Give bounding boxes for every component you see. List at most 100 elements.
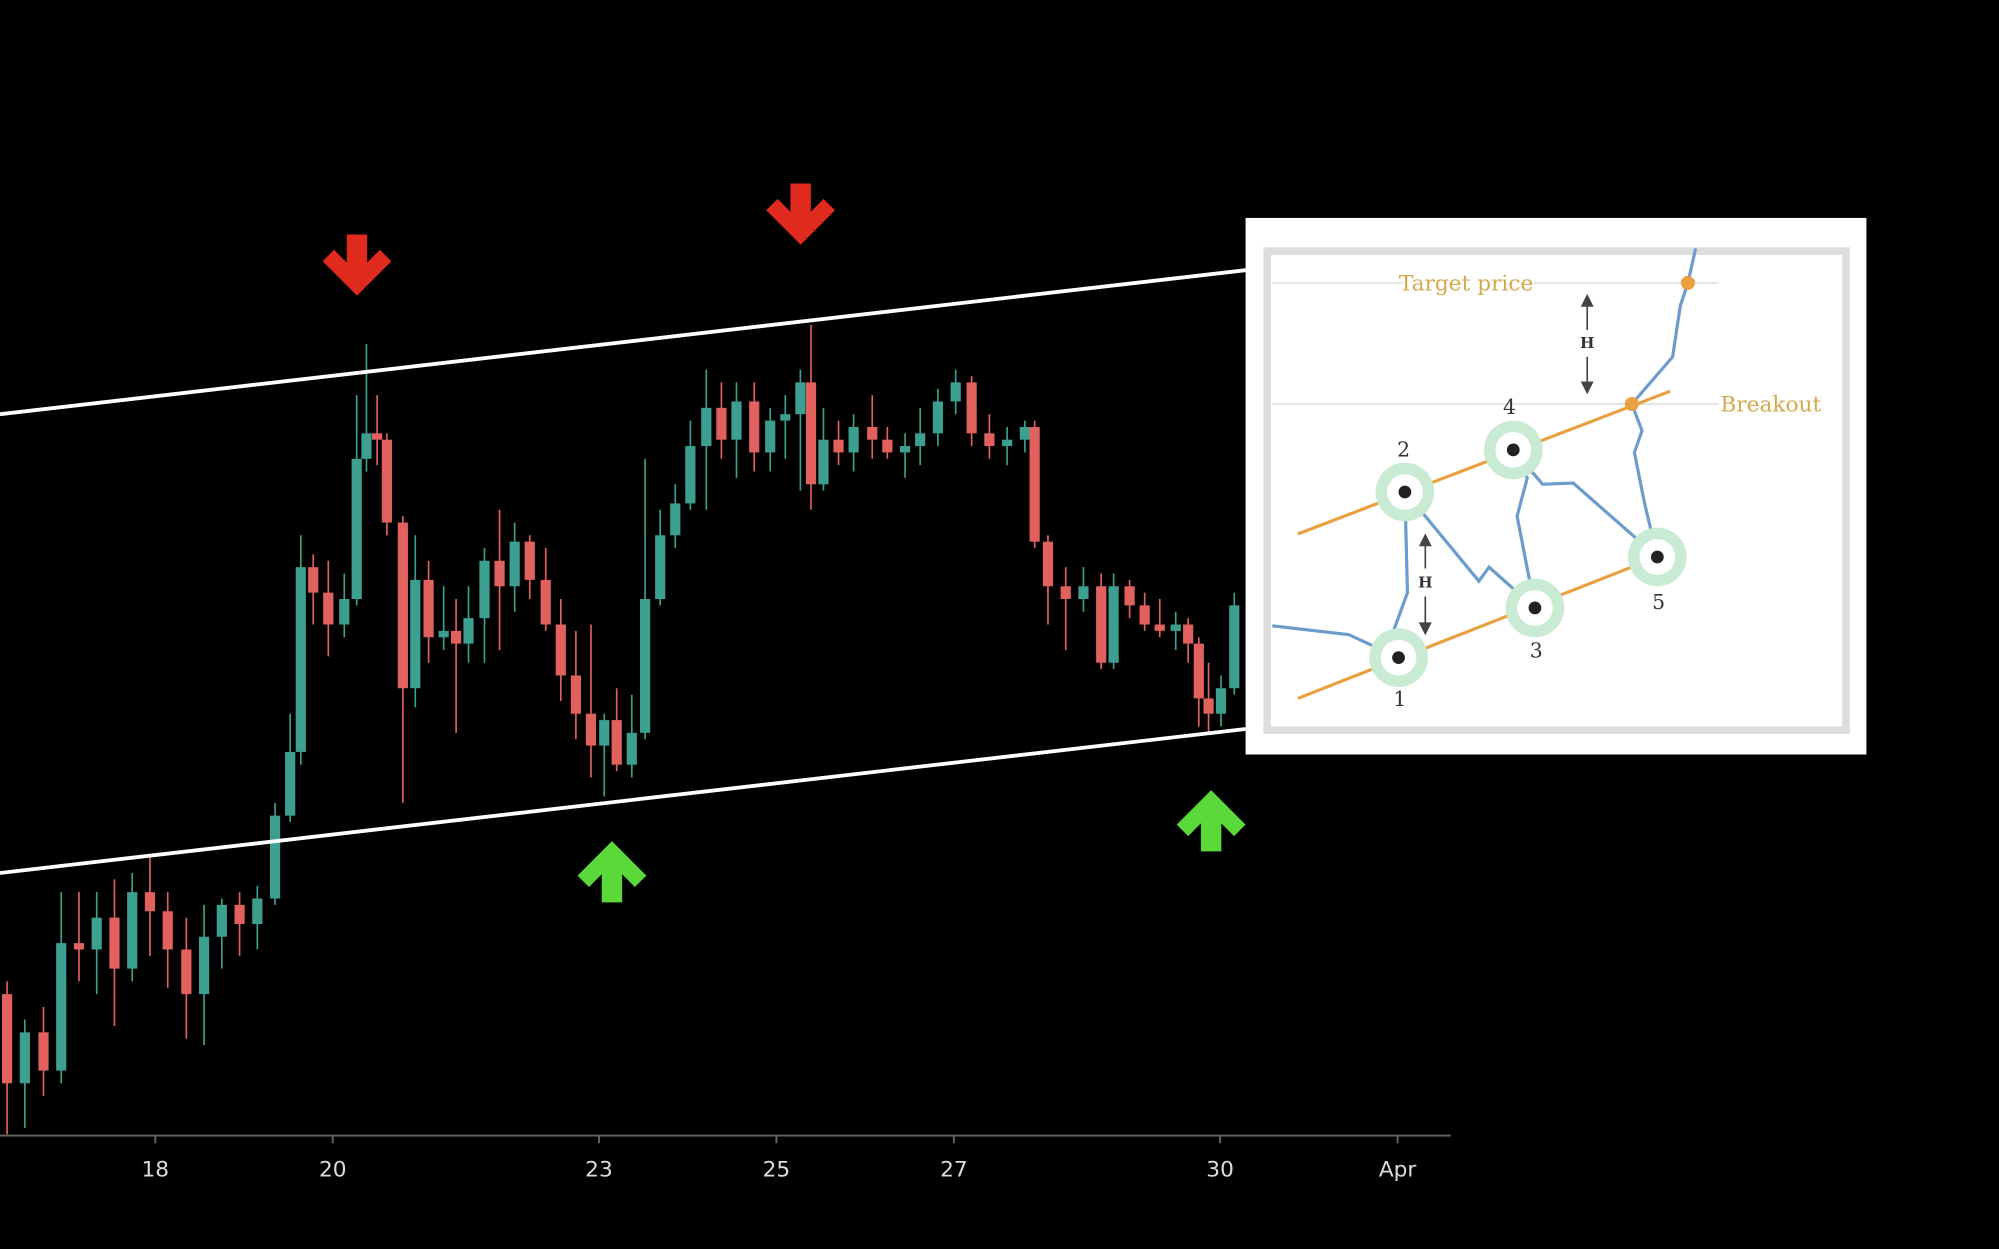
point	[1398, 485, 1412, 499]
x-tick-label: 27	[940, 1157, 968, 1182]
candle-body	[91, 917, 102, 950]
candle-body	[805, 382, 817, 485]
h-arrowhead	[1580, 293, 1594, 307]
height-label: H	[1418, 574, 1432, 592]
up-arrow	[577, 841, 647, 903]
h-arrowhead	[1418, 533, 1432, 547]
candle-body	[1193, 643, 1204, 699]
candle-body	[1229, 605, 1240, 689]
candle-body	[585, 713, 597, 746]
candle-body	[438, 630, 449, 638]
candle-body	[915, 433, 926, 447]
candle-body	[626, 732, 637, 765]
point	[1506, 443, 1520, 457]
down-arrow	[766, 183, 836, 245]
x-tick-label: Apr	[1379, 1157, 1417, 1182]
down-arrow	[322, 234, 392, 296]
target-label: Target price	[1399, 272, 1533, 297]
candle-body	[1139, 605, 1150, 625]
x-tick-label: 18	[142, 1157, 170, 1182]
candle-body	[555, 624, 566, 676]
candle-body	[423, 579, 434, 638]
candle-body	[701, 407, 712, 447]
target-dot	[1680, 275, 1695, 290]
point	[1650, 550, 1664, 564]
resistance-line	[1297, 389, 1671, 536]
candle-body	[38, 1032, 49, 1071]
x-tick-label: 30	[1206, 1157, 1234, 1182]
h-arrowhead	[1418, 622, 1432, 636]
support-line	[1297, 555, 1658, 700]
point	[1528, 601, 1542, 615]
candle-body	[670, 503, 681, 536]
candle-body	[639, 599, 651, 733]
point-label: 5	[1652, 590, 1665, 614]
up-arrow	[1176, 790, 1246, 852]
candle-body	[1078, 586, 1089, 600]
candle-body	[540, 579, 551, 625]
candle-body	[932, 401, 944, 434]
candle-body	[765, 420, 776, 453]
candle-body	[1060, 586, 1071, 600]
candle-body	[494, 560, 505, 587]
x-tick-label: 20	[319, 1157, 347, 1182]
inset-diagram: Target price Breakout H H 1 2 3 4 5	[1245, 217, 1867, 755]
breakout-label: Breakout	[1720, 393, 1821, 418]
candle-body	[984, 433, 995, 447]
candle-body	[818, 439, 829, 485]
inset-border	[1263, 247, 1850, 735]
candle-body	[361, 433, 372, 459]
candle-body	[397, 522, 408, 689]
h-arrowhead	[1580, 381, 1594, 395]
candle-body	[463, 618, 474, 644]
candle-body	[950, 382, 961, 402]
candle-body	[252, 898, 263, 925]
point-labels: 1 2 3 4 5	[1393, 395, 1665, 711]
candle-body	[655, 535, 666, 600]
candle-body	[269, 815, 281, 899]
point-label: 3	[1530, 639, 1543, 663]
point-label: 4	[1503, 395, 1516, 419]
support-arrows	[577, 790, 1246, 903]
x-tick-label: 25	[763, 1157, 791, 1182]
candle-body	[308, 567, 319, 593]
candle-body	[339, 599, 350, 625]
candle-body	[1029, 426, 1040, 542]
candle-body	[599, 720, 610, 746]
candle-body	[198, 936, 210, 995]
candle-body	[181, 949, 192, 995]
candle-body	[1108, 586, 1119, 663]
point-label: 1	[1393, 687, 1406, 711]
candle-body	[234, 904, 245, 925]
candle-body	[1042, 541, 1054, 587]
candle-body	[795, 382, 806, 415]
x-tick-label: 23	[585, 1157, 613, 1182]
candle-body	[144, 892, 156, 912]
channel-upper	[0, 268, 1246, 417]
candle-body	[716, 407, 727, 440]
breakout-dot	[1624, 397, 1639, 412]
label-bg	[1402, 267, 1533, 299]
candle-body	[285, 751, 296, 816]
resistance-arrows	[322, 183, 836, 296]
candle-body	[1002, 439, 1013, 447]
height-label: H	[1580, 334, 1594, 352]
candle-body	[524, 541, 535, 580]
candle-body	[372, 433, 383, 440]
candle-body	[899, 446, 911, 453]
candle-body	[685, 446, 696, 504]
candle-body	[867, 426, 878, 440]
point-label: 2	[1397, 437, 1410, 461]
candle-body	[731, 401, 742, 440]
candle-body	[1124, 586, 1135, 606]
touch-points	[1369, 420, 1687, 687]
candle-body	[780, 414, 791, 421]
inset-panel	[1245, 217, 1867, 755]
candle-body	[450, 630, 462, 644]
candle-body	[1096, 586, 1107, 663]
height-markers	[1418, 293, 1594, 636]
candle-body	[295, 567, 306, 752]
candle-body	[1215, 688, 1227, 714]
